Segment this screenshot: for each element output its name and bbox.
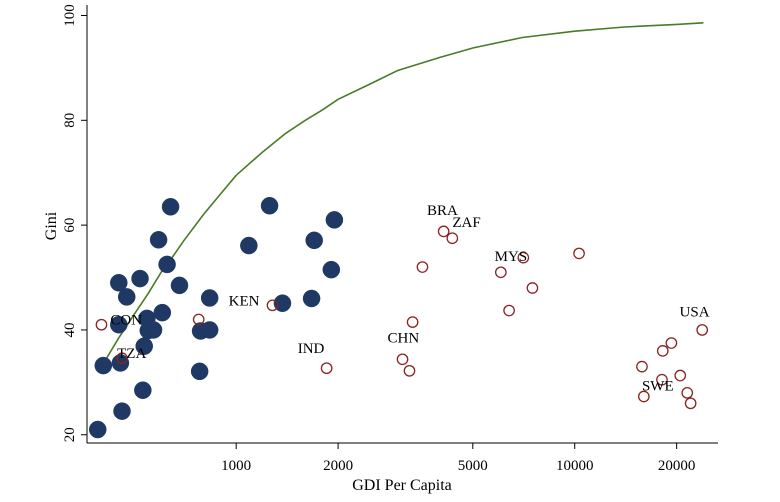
country-label: SWE: [642, 379, 674, 395]
hollow-data-point: [116, 352, 128, 365]
filled-data-point: [200, 321, 219, 339]
filled-data-point: [302, 289, 321, 308]
hollow-data-point: [636, 360, 648, 373]
y-tick-label: 80: [62, 113, 78, 128]
hollow-data-point: [446, 232, 459, 245]
filled-data-point: [322, 260, 341, 279]
hollow-data-point: [396, 353, 409, 366]
points-layer: [88, 196, 709, 439]
filled-data-point: [131, 269, 149, 288]
filled-data-point: [170, 276, 189, 295]
hollow-data-point: [437, 225, 450, 238]
y-tick-label: 100: [62, 4, 78, 27]
hollow-data-point: [494, 266, 507, 279]
filled-data-point: [88, 420, 107, 439]
fit-curve-layer: [100, 22, 704, 368]
filled-data-point: [325, 211, 344, 229]
x-axis-label: GDI Per Capita: [352, 477, 452, 494]
y-axis-label: Gini: [43, 211, 60, 240]
axes: 1000 2000 5000 10000 20000 20 40 60 80 100: [62, 4, 718, 474]
filled-data-point: [110, 315, 128, 334]
filled-data-point: [117, 288, 136, 306]
hollow-data-point: [681, 386, 694, 399]
country-label: MYS: [495, 249, 528, 265]
hollow-data-point: [517, 251, 530, 264]
hollow-data-point: [656, 373, 668, 386]
hollow-data-point: [95, 318, 108, 331]
filled-data-point: [240, 236, 258, 255]
x-tick-label: 5000: [458, 458, 488, 474]
country-label: CON: [110, 313, 142, 329]
hollow-data-point: [526, 282, 539, 294]
country-label: IND: [298, 341, 325, 357]
filled-data-point: [161, 198, 180, 216]
filled-data-point: [144, 321, 163, 339]
country-label: CHN: [388, 331, 420, 347]
country-label: USA: [680, 304, 710, 320]
hollow-data-point: [192, 313, 205, 326]
y-tick-label: 20: [62, 427, 78, 442]
hollow-data-point: [684, 397, 697, 410]
x-tick-label: 1000: [221, 458, 251, 474]
hollow-data-point: [674, 369, 687, 382]
hollow-data-point: [320, 362, 333, 375]
filled-data-point: [149, 231, 168, 249]
filled-data-point: [305, 231, 323, 250]
hollow-data-point: [406, 316, 419, 328]
hollow-data-point: [403, 364, 416, 377]
filled-data-point: [134, 381, 152, 399]
y-tick-label: 60: [62, 218, 78, 233]
hollow-data-point: [266, 299, 279, 312]
hollow-data-point: [696, 324, 709, 336]
filled-data-point: [153, 303, 172, 322]
fit-curve-line: [100, 22, 704, 368]
filled-data-point: [260, 196, 279, 215]
x-tick-label: 2000: [323, 458, 353, 474]
filled-data-point: [273, 294, 292, 312]
filled-data-point: [113, 402, 131, 420]
x-tick-label: 20000: [658, 458, 696, 474]
hollow-data-point: [416, 261, 429, 273]
filled-data-point: [190, 362, 209, 381]
filled-data-point: [200, 289, 219, 307]
country-label: KEN: [229, 293, 260, 309]
country-label: ZAF: [452, 215, 480, 231]
country-label: BRA: [427, 203, 458, 219]
y-tick-label: 40: [62, 322, 78, 337]
x-tick-label: 10000: [556, 458, 594, 474]
hollow-data-point: [503, 304, 515, 317]
hollow-data-point: [665, 337, 678, 349]
hollow-data-point: [573, 247, 585, 260]
country-label: TZA: [117, 346, 146, 362]
filled-data-point: [94, 356, 113, 375]
filled-data-point: [158, 255, 176, 274]
hollow-data-point: [637, 390, 650, 403]
hollow-data-point: [656, 345, 669, 357]
filled-data-point: [110, 274, 128, 292]
